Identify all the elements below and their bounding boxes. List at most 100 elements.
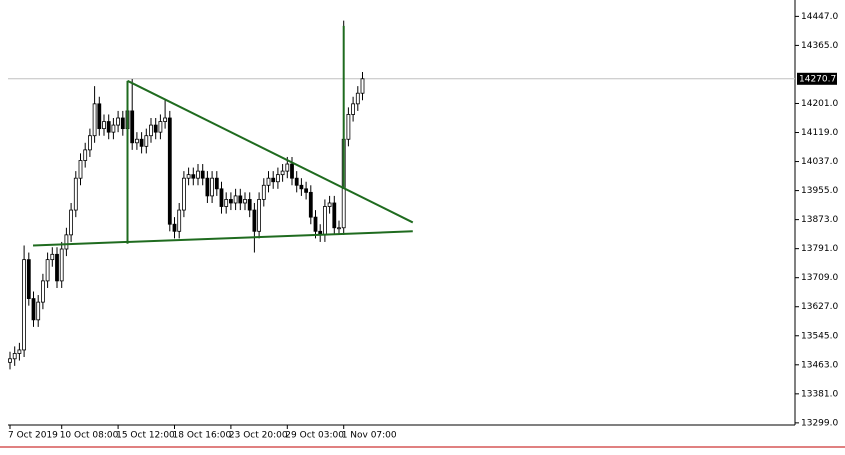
candle-body bbox=[228, 199, 233, 204]
candle-body bbox=[55, 253, 59, 282]
candle-body bbox=[360, 78, 365, 94]
x-tick-label: 18 Oct 16:00 bbox=[173, 431, 232, 441]
candle-body bbox=[327, 202, 332, 207]
candle-body bbox=[120, 117, 125, 130]
candle-body bbox=[83, 149, 88, 161]
candle-body bbox=[64, 234, 69, 250]
candle-body bbox=[59, 248, 64, 282]
candle-body bbox=[50, 253, 55, 261]
candle-body bbox=[186, 174, 191, 179]
y-tick-label: 14365.0 bbox=[801, 41, 838, 51]
candle-body bbox=[238, 195, 243, 204]
candle-body bbox=[200, 170, 205, 179]
candle-body bbox=[332, 202, 337, 229]
y-tick-label: 13463.0 bbox=[801, 360, 838, 370]
candle-body bbox=[337, 227, 341, 230]
candle-body bbox=[106, 121, 111, 133]
candle-body bbox=[266, 177, 271, 186]
candle-body bbox=[181, 177, 186, 211]
candle-body bbox=[153, 124, 158, 133]
y-tick-label: 13627.0 bbox=[801, 302, 838, 312]
x-tick-label: 10 Oct 08:00 bbox=[60, 431, 119, 441]
candle-body bbox=[177, 209, 182, 232]
candle-body bbox=[233, 195, 238, 204]
candle-body bbox=[290, 163, 294, 179]
price-label: 14270.7 bbox=[799, 74, 836, 84]
candle-body bbox=[144, 135, 149, 147]
candle-body bbox=[134, 138, 139, 144]
candle-body bbox=[73, 177, 78, 211]
candle-body bbox=[261, 184, 266, 200]
x-tick-label: 1 Nov 07:00 bbox=[342, 431, 397, 441]
candle-body bbox=[304, 188, 309, 193]
y-tick-label: 13955.0 bbox=[801, 186, 838, 196]
candle-body bbox=[17, 349, 22, 354]
price-label-box bbox=[797, 72, 837, 85]
y-tick-label: 13791.0 bbox=[801, 244, 838, 254]
candle-body bbox=[116, 117, 120, 126]
x-tick-label: 29 Oct 03:00 bbox=[285, 431, 344, 441]
plot: 13299.0 13381.0 13463.0 13545.0 13627.0 13709… bbox=[8, 12, 838, 441]
y-tick-label: 14201.0 bbox=[801, 99, 838, 109]
y-tick-label: 13709.0 bbox=[801, 273, 838, 283]
candle-body bbox=[271, 177, 276, 183]
y-tick-label: 14037.0 bbox=[801, 157, 838, 167]
candle-body bbox=[78, 160, 83, 179]
candle-body bbox=[205, 177, 210, 197]
x-tick-label: 23 Oct 20:00 bbox=[229, 431, 288, 441]
candle-body bbox=[149, 124, 153, 137]
candle-body bbox=[214, 177, 219, 190]
candle-body bbox=[224, 199, 229, 207]
y-tick-label: 13545.0 bbox=[801, 331, 838, 341]
y-tick-label: 13299.0 bbox=[801, 418, 838, 428]
candle-body bbox=[45, 259, 50, 282]
candle-body bbox=[41, 280, 45, 303]
y-tick-label: 14119.0 bbox=[801, 128, 838, 138]
candle-body bbox=[196, 170, 200, 179]
candle-body bbox=[26, 259, 31, 299]
x-tick-label: 7 Oct 2019 bbox=[8, 431, 58, 441]
candle-body bbox=[280, 170, 285, 176]
y-tick-label: 13873.0 bbox=[801, 215, 838, 225]
candle-body bbox=[130, 110, 135, 144]
candle-body bbox=[275, 174, 280, 183]
candle-body bbox=[97, 103, 102, 130]
x-tick-label: 15 Oct 12:00 bbox=[116, 431, 175, 441]
candle-body bbox=[167, 117, 172, 225]
candle-body bbox=[172, 223, 177, 232]
trendline bbox=[127, 79, 414, 224]
candle-body bbox=[243, 199, 247, 204]
candle-body bbox=[355, 92, 360, 105]
candle-body bbox=[92, 103, 97, 137]
candle-body bbox=[219, 188, 224, 207]
candle-body bbox=[257, 199, 262, 232]
candle-body bbox=[351, 103, 356, 115]
candle-body bbox=[158, 121, 163, 133]
candle-body bbox=[252, 209, 257, 232]
candle-body bbox=[294, 177, 299, 186]
candle-body bbox=[12, 353, 17, 360]
candle-body bbox=[247, 199, 252, 211]
y-tick-label: 13381.0 bbox=[801, 389, 838, 399]
candle-body bbox=[36, 301, 41, 321]
candle-body bbox=[139, 138, 144, 147]
candle-body bbox=[31, 298, 36, 321]
y-tick-label: 14447.0 bbox=[801, 12, 838, 22]
candle-body bbox=[88, 135, 92, 151]
candle-body bbox=[69, 209, 73, 236]
candle-body bbox=[313, 216, 318, 232]
candle-body bbox=[102, 121, 106, 130]
trendline bbox=[32, 230, 413, 247]
candle-body bbox=[191, 174, 196, 179]
candle-body bbox=[210, 177, 215, 197]
candle-body bbox=[346, 114, 351, 140]
candle-body bbox=[285, 163, 290, 172]
candle-body bbox=[111, 124, 116, 133]
candle-body bbox=[322, 206, 327, 236]
candle-body bbox=[163, 117, 168, 122]
candle-body bbox=[299, 184, 304, 190]
candle-body bbox=[308, 191, 313, 218]
candle-body bbox=[22, 259, 27, 351]
